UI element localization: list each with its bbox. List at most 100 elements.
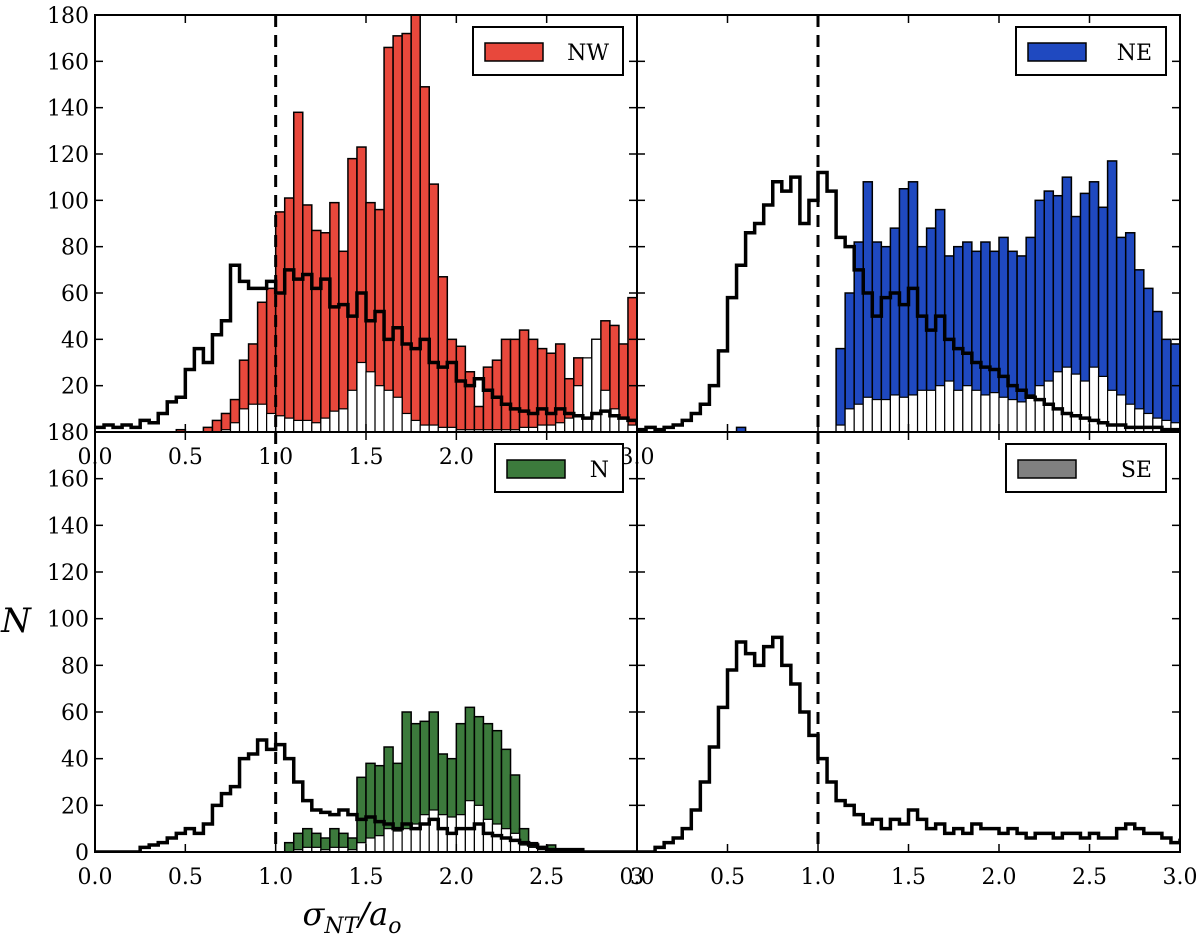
x-tick-label-bottom-left: 3 <box>630 865 644 890</box>
white-bar-top-left <box>365 371 376 432</box>
y-tick-label-top-left: 120 <box>47 143 89 168</box>
white-bar-top-left <box>428 424 439 432</box>
legend-swatch <box>506 459 566 479</box>
bar-top-right <box>898 188 910 432</box>
y-tick-label-top-left: 20 <box>61 375 89 400</box>
x-tick-label-bottom-left: 1.0 <box>258 865 293 890</box>
white-bar-top-right <box>862 396 873 432</box>
white-bar-top-left <box>401 412 412 432</box>
x-tick-label-bottom-right: 3.0 <box>1163 865 1198 890</box>
bar-top-left <box>329 201 340 432</box>
white-bar-top-right <box>853 403 864 432</box>
bar-top-right <box>1152 310 1163 432</box>
bar-top-left <box>554 343 566 432</box>
white-bar-bottom-left <box>392 830 403 852</box>
x-tick-label-bottom-right: 2.5 <box>1072 865 1107 890</box>
y-tick-label-top-left: 180 <box>47 4 89 29</box>
legend-swatch <box>1017 459 1077 479</box>
bar-top-left <box>627 296 637 432</box>
white-bar-top-left <box>320 417 331 432</box>
x-tick-label-top-left: 0.5 <box>168 445 203 470</box>
y-tick-label-top-left: 140 <box>47 97 89 122</box>
white-bar-top-right <box>835 424 846 432</box>
white-bar-top-right <box>898 396 910 432</box>
white-bar-top-left <box>374 385 385 432</box>
white-bar-top-left <box>238 408 250 432</box>
x-tick-label-bottom-left: 2.5 <box>529 865 564 890</box>
bar-top-left <box>709 413 718 432</box>
white-bar-top-right <box>953 389 964 432</box>
bar-top-left <box>320 232 331 432</box>
y-tick-label-top-left: 160 <box>47 50 89 75</box>
marks-top-left <box>95 15 736 432</box>
y-tick-label-top-left: 80 <box>61 236 89 261</box>
y-tick-label-bottom-left: 80 <box>61 654 89 679</box>
x-axis-title: σNT/ao <box>303 895 402 935</box>
x-tick-label-bottom-left: 0.0 <box>78 865 113 890</box>
white-bar-top-right <box>989 392 1000 432</box>
bar-top-left <box>392 35 403 432</box>
white-bar-top-left <box>410 419 421 432</box>
bar-top-left <box>383 46 394 432</box>
bar-top-right <box>1143 287 1154 432</box>
marks-bottom-left <box>95 706 637 852</box>
bar-top-left <box>473 405 485 432</box>
bar-top-left <box>482 366 494 432</box>
bar-bottom-left <box>283 841 295 852</box>
white-bar-top-right <box>1016 401 1027 432</box>
bar-top-right <box>1134 269 1145 432</box>
panel-top-right: NE <box>636 14 1181 433</box>
marks-bottom-right <box>637 635 1180 852</box>
white-bar-top-left <box>229 422 241 432</box>
white-bar-top-right <box>844 408 855 432</box>
white-bar-top-right <box>935 385 946 432</box>
outline-histogram-bottom-right <box>637 635 1180 852</box>
bar-top-left <box>700 413 709 432</box>
bar-top-left <box>437 276 449 432</box>
bar-top-left <box>646 351 655 432</box>
x-tick-label-top-left: 2.0 <box>439 445 474 470</box>
y-tick-label-top-left: 60 <box>61 282 89 307</box>
bar-top-left <box>727 411 736 432</box>
y-tick-label-bottom-left: 0 <box>75 841 89 866</box>
y-tick-label-bottom-left: 60 <box>61 701 89 726</box>
white-bar-top-right <box>889 394 901 432</box>
white-bar-bottom-left <box>401 828 412 852</box>
legend-bottom-left: N <box>494 443 624 493</box>
bar-top-left <box>527 338 539 432</box>
white-bar-top-left <box>247 403 259 432</box>
legend-label: N <box>590 458 609 483</box>
white-bar-top-left <box>329 410 340 432</box>
panel-bottom-left: 160 140 120 100 80 60 40 20 00.0 0.5 1.0 1.5 2.0 2.5 3… <box>47 431 644 890</box>
legend-top-right: NE <box>1015 26 1167 76</box>
white-bar-top-left <box>311 422 322 432</box>
white-bar-top-left <box>338 408 349 432</box>
legend-label: NW <box>567 41 609 66</box>
white-bar-top-left <box>573 385 584 432</box>
white-bar-top-left <box>383 389 394 432</box>
y-tick-label-top-left: 40 <box>61 328 89 353</box>
outline-histogram-top-right <box>637 170 1180 432</box>
white-bar-top-right <box>1143 412 1154 432</box>
legend-swatch <box>1027 42 1087 62</box>
white-bar-bottom-left <box>365 837 376 852</box>
y-axis-title: N <box>0 601 32 641</box>
white-bar-top-left <box>356 361 367 432</box>
bar-top-left <box>401 32 412 432</box>
x-axis-title-slash: /a <box>355 895 388 933</box>
bar-top-left <box>446 338 458 432</box>
white-bar-top-left <box>555 422 566 432</box>
x-tick-label-bottom-right: 1.0 <box>801 865 836 890</box>
bar-top-left <box>311 229 322 432</box>
y-tick-label-bottom-left: 20 <box>61 794 89 819</box>
white-bar-top-right <box>1179 424 1180 432</box>
y-tick-label-bottom-left: 40 <box>61 748 89 773</box>
x-tick-label-bottom-right: 2.0 <box>982 865 1017 890</box>
white-bar-top-right <box>998 396 1009 432</box>
bar-top-left <box>455 345 467 432</box>
x-tick-label-bottom-left: 0.5 <box>168 865 203 890</box>
bar-top-left <box>302 204 313 432</box>
white-bar-top-right <box>871 398 882 432</box>
legend-label: NE <box>1117 41 1152 66</box>
